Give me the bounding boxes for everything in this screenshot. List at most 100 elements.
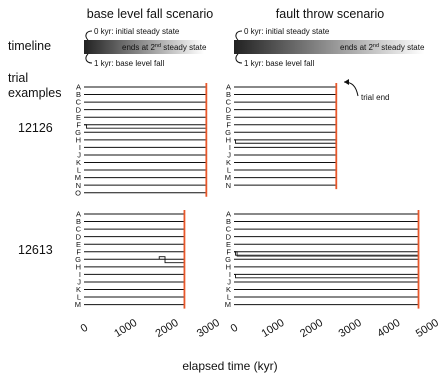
row-branch bbox=[234, 251, 419, 256]
base-end-note-main: ends at 2 bbox=[122, 43, 155, 52]
row-label: G bbox=[75, 255, 81, 264]
row-branch-secondary bbox=[234, 251, 419, 257]
row-step bbox=[158, 256, 185, 264]
row-branch bbox=[84, 124, 207, 129]
fault-start-note: 0 kyr: initial steady state bbox=[244, 27, 330, 36]
x-tick-label: 2000 bbox=[298, 317, 325, 340]
row-label: L bbox=[227, 293, 231, 302]
x-tick-label: 1000 bbox=[112, 317, 139, 340]
row-label: E bbox=[226, 113, 231, 122]
run-label-12613: 12613 bbox=[18, 243, 53, 257]
row-label: G bbox=[225, 255, 231, 264]
trial-end-arrowhead bbox=[344, 79, 349, 85]
fault-start-connector bbox=[235, 30, 243, 41]
row-label: D bbox=[226, 232, 232, 241]
row-label: I bbox=[229, 143, 231, 152]
base-start-note: 0 kyr: initial steady state bbox=[94, 27, 180, 36]
base-fall-connector bbox=[85, 53, 93, 64]
row-branch bbox=[234, 139, 337, 144]
base-level-header: base level fall scenario bbox=[87, 7, 214, 21]
row-label: M bbox=[225, 300, 231, 309]
trial-side-label-line1: trial bbox=[8, 71, 28, 85]
row-label: K bbox=[226, 285, 231, 294]
row-label: D bbox=[226, 105, 232, 114]
trial-side-label-line2: examples bbox=[8, 86, 62, 100]
trial-panels: ABCDEFGHIJKLMNOABCDEFGHIJKLMNABCDEFGHIJK… bbox=[75, 83, 420, 309]
row-label: H bbox=[76, 262, 81, 271]
row-label: L bbox=[77, 166, 81, 175]
row-label: G bbox=[225, 128, 231, 137]
row-label: A bbox=[226, 210, 231, 219]
base-start-connector bbox=[85, 30, 93, 41]
x-tick-label: 4000 bbox=[375, 317, 402, 340]
x-axis-label: elapsed time (kyr) bbox=[182, 359, 277, 373]
fault-fall-connector bbox=[235, 53, 243, 64]
fault-end-note-tail: steady state bbox=[379, 43, 425, 52]
row-label: F bbox=[76, 120, 81, 129]
row-label: J bbox=[77, 278, 81, 287]
base-end-note-tail: steady state bbox=[161, 43, 207, 52]
x-tick-label: 3000 bbox=[195, 317, 222, 340]
row-label: E bbox=[76, 113, 81, 122]
row-label: B bbox=[76, 217, 81, 226]
x-tick-label: 2000 bbox=[154, 317, 181, 340]
run-label-12126: 12126 bbox=[18, 121, 53, 135]
row-label: B bbox=[226, 217, 231, 226]
trial-end-pointer bbox=[343, 81, 359, 97]
row-label: I bbox=[229, 270, 231, 279]
row-label: I bbox=[79, 270, 81, 279]
row-label: H bbox=[226, 262, 231, 271]
x-tick-label: 1000 bbox=[259, 317, 286, 340]
base-fall-note: 1 kyr: base level fall bbox=[94, 59, 164, 68]
x-tick-label: 3000 bbox=[337, 317, 364, 340]
row-label: D bbox=[76, 232, 82, 241]
row-label: B bbox=[76, 90, 81, 99]
row-label: L bbox=[77, 293, 81, 302]
row-label: F bbox=[226, 120, 231, 129]
base-end-note-sup: nd bbox=[155, 43, 161, 49]
row-label: E bbox=[76, 240, 81, 249]
row-label: N bbox=[226, 181, 231, 190]
trial-end-label: trial end bbox=[361, 93, 389, 102]
fault-throw-timeline-bar bbox=[234, 40, 424, 54]
row-label: H bbox=[76, 135, 81, 144]
x-axis-base_level: 0 1000 2000 3000 bbox=[79, 317, 222, 340]
row-label: M bbox=[225, 173, 231, 182]
row-label: K bbox=[76, 158, 81, 167]
row-label: A bbox=[76, 83, 81, 92]
row-label: K bbox=[76, 285, 81, 294]
row-label: N bbox=[76, 181, 81, 190]
row-label: C bbox=[226, 225, 232, 234]
fault-throw-header: fault throw scenario bbox=[276, 7, 384, 21]
row-label: G bbox=[75, 128, 81, 137]
row-label: C bbox=[226, 98, 232, 107]
row-label: J bbox=[227, 278, 231, 287]
fault-end-note-sup: nd bbox=[373, 43, 379, 49]
row-label: F bbox=[226, 247, 231, 256]
x-tick-label: 5000 bbox=[414, 317, 440, 340]
row-label: L bbox=[227, 166, 231, 175]
row-label: D bbox=[76, 105, 82, 114]
base-level-timeline-bar bbox=[84, 40, 204, 54]
row-label: M bbox=[75, 173, 81, 182]
x-axes: 0 1000 2000 3000 0 1000 2000 3000 4000 5000 bbox=[79, 317, 440, 340]
row-label: A bbox=[226, 83, 231, 92]
x-tick-label: 0 bbox=[79, 322, 91, 335]
row-label: A bbox=[76, 210, 81, 219]
row-label: C bbox=[76, 98, 82, 107]
fault-end-note: ends at 2nd steady state bbox=[340, 43, 425, 52]
x-axis-fault_throw: 0 1000 2000 3000 4000 5000 bbox=[229, 317, 440, 340]
row-label: F bbox=[76, 247, 81, 256]
x-tick-label: 0 bbox=[229, 322, 241, 335]
row-label: K bbox=[226, 158, 231, 167]
row-label: B bbox=[226, 90, 231, 99]
fault-fall-note: 1 kyr: base level fall bbox=[244, 59, 314, 68]
row-label: J bbox=[227, 151, 231, 160]
row-label: J bbox=[77, 151, 81, 160]
row-label: C bbox=[76, 225, 82, 234]
base-end-note: ends at 2nd steady state bbox=[122, 43, 207, 52]
